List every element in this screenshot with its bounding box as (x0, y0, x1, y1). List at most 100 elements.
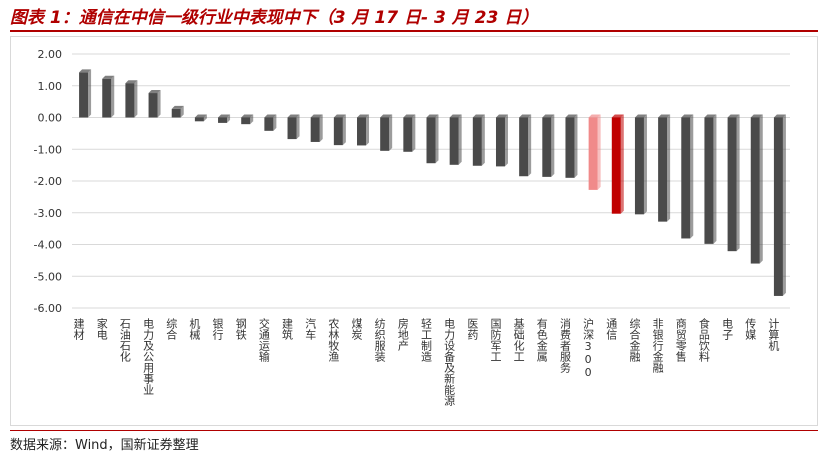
y-tick-label: -3.00 (34, 207, 62, 220)
x-tick-label: 建筑 (281, 317, 294, 340)
bar-top (426, 114, 439, 118)
bar-side (620, 114, 624, 214)
bar-side (504, 114, 508, 167)
bar-side (412, 114, 416, 152)
bar-side (88, 69, 92, 118)
x-tick-label: 电子 (721, 318, 734, 340)
x-tick-label: 农林牧渔 (327, 317, 340, 363)
bar-side (643, 114, 647, 215)
bar-top (542, 114, 555, 118)
bar-top (79, 69, 92, 73)
x-tick-label: 国防军工 (489, 318, 502, 362)
x-tick-label: 沪深300 (582, 317, 595, 379)
bar (634, 117, 644, 215)
x-tick-label: 交通运输 (257, 317, 270, 363)
chart-frame (10, 36, 818, 426)
bar-top (495, 114, 508, 118)
x-tick-label: 银行 (211, 317, 224, 341)
x-tick-label: 基础化工 (512, 318, 525, 362)
bar-top (310, 114, 323, 118)
bar-side (736, 114, 740, 252)
bar (264, 117, 274, 131)
bar-side (481, 114, 485, 166)
bar-side (713, 114, 717, 244)
bar-top (750, 114, 763, 118)
bar-side (227, 114, 231, 123)
bar (681, 117, 691, 239)
bar (310, 117, 320, 142)
bar-top (472, 114, 485, 118)
bar (426, 117, 436, 164)
x-tick-label: 纺织服装 (373, 317, 386, 363)
bar-top (658, 114, 671, 118)
y-tick-label: 0.00 (38, 112, 63, 125)
bar-top (333, 114, 346, 118)
x-tick-label: 食品饮料 (697, 317, 710, 363)
bar (495, 117, 505, 167)
bar-side (782, 114, 786, 296)
x-tick-label: 建材 (72, 317, 85, 340)
x-tick-label: 商贸零售 (674, 317, 687, 363)
title-divider (10, 30, 818, 32)
y-tick-label: 2.00 (38, 48, 63, 61)
bar-side (319, 114, 323, 142)
x-tick-label: 钢铁 (234, 318, 247, 340)
bar-top (218, 114, 231, 118)
x-tick-label: 汽车 (304, 317, 317, 341)
y-tick-label: -4.00 (34, 239, 62, 252)
bar-chart: 2.00 1.00 0.00 -1.00 -2.00 -3.00 -4.00 -5.00 -6.… (34, 48, 790, 407)
bar (79, 72, 89, 118)
bar-side (389, 114, 393, 151)
bar-top (681, 114, 694, 118)
bar-side (597, 114, 601, 190)
bar-top (287, 114, 300, 118)
x-tick-label: 非银行金融 (651, 318, 664, 374)
bar-top (611, 114, 624, 118)
bar (218, 117, 228, 123)
bar-top (102, 75, 115, 79)
bar (380, 117, 390, 151)
bar-side (203, 114, 207, 122)
y-tick-label: -5.00 (34, 270, 62, 283)
y-tick-label: -6.00 (34, 302, 62, 315)
bar-top (704, 114, 717, 118)
bar-side (690, 114, 694, 239)
x-tick-label: 传媒 (744, 318, 757, 341)
bar (125, 83, 135, 118)
y-tick-label: 1.00 (38, 80, 63, 93)
bar (750, 117, 760, 264)
bar (357, 117, 367, 146)
bar (472, 117, 482, 166)
bar-top (264, 114, 277, 118)
x-tick-label: 轻工制造 (420, 317, 433, 362)
bar-top (773, 114, 786, 118)
bar (727, 117, 737, 252)
x-tick-label: 计算机 (767, 318, 780, 351)
bar (171, 108, 181, 118)
x-tick-label: 通信 (605, 318, 618, 341)
x-tick-label: 消费者服务 (558, 317, 571, 373)
x-tick-label: 医药 (466, 318, 479, 341)
bar-side (667, 114, 671, 222)
bar-side (366, 114, 370, 146)
bar-top (588, 114, 601, 118)
bar (287, 117, 297, 140)
x-tick-label: 综合 (165, 317, 178, 340)
chart-title: 图表 1：通信在中信一级行业中表现中下（3 月 17 日- 3 月 23 日） (10, 8, 539, 28)
bar (565, 117, 575, 178)
bar (148, 93, 158, 118)
bar-top (241, 114, 254, 118)
x-tick-label: 电力设备及新能源 (443, 318, 456, 407)
bar-top (565, 114, 578, 118)
bar-side (111, 75, 115, 118)
bar-side (458, 114, 462, 165)
bar (333, 117, 343, 146)
bar-top (403, 114, 416, 118)
y-tick-label: -2.00 (34, 175, 62, 188)
bar (194, 117, 204, 122)
bar (449, 117, 459, 165)
bar-top (449, 114, 462, 118)
x-tick-label: 房地产 (396, 318, 409, 352)
bottom-divider (10, 430, 818, 431)
x-tick-label: 煤炭 (350, 318, 363, 341)
